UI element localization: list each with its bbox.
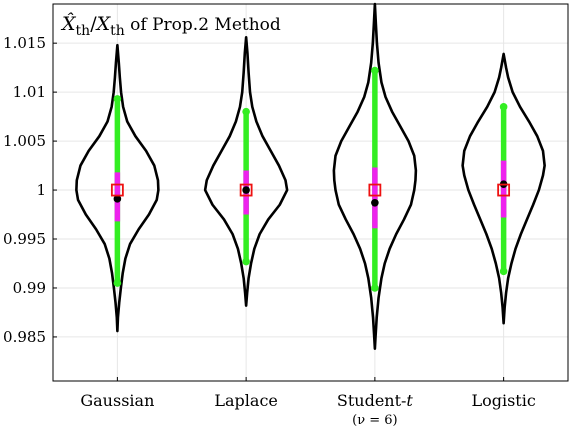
- category-label-2: Student-t: [337, 391, 414, 410]
- mean-marker: [371, 198, 379, 207]
- y-tick-label-6: 1.015: [3, 34, 46, 52]
- whisker-end-low: [113, 279, 122, 287]
- category-label-1: Laplace: [214, 391, 278, 410]
- violin-outline: [461, 52, 546, 325]
- y-tick-label-4: 1.005: [3, 132, 46, 150]
- whisker-end-high: [242, 107, 250, 116]
- violin-group-1: [203, 35, 289, 307]
- label-layer: Gaussian Laplace Student-t (ν = 6) Logistic: [80, 391, 535, 428]
- whisker-end-high: [499, 103, 508, 111]
- category-sublabel-2: (ν = 6): [352, 413, 397, 428]
- median-marker: [110, 183, 124, 197]
- violin-outline: [75, 43, 160, 333]
- violin-layer: [75, 2, 546, 350]
- y-tick-label-0: 0.985: [3, 328, 46, 346]
- violin-group-3: [461, 52, 546, 325]
- violin-group-0: [75, 43, 160, 333]
- category-label-0: Gaussian: [80, 391, 154, 410]
- mean-marker: [242, 186, 250, 194]
- title-layer: X̂th/Xth of Prop.2 Method: [60, 13, 281, 39]
- whisker-end-low: [499, 267, 508, 276]
- median-marker: [497, 183, 511, 197]
- mean-marker: [113, 195, 122, 203]
- y-tick-label-2: 0.995: [3, 230, 46, 248]
- median-marker: [239, 183, 253, 197]
- y-tick-label-5: 1.01: [13, 83, 46, 101]
- axes-frame: [52, 3, 569, 382]
- y-tick-label-1: 0.99: [13, 279, 46, 297]
- whisker-end-low: [242, 257, 250, 266]
- whisker-end-low: [371, 284, 379, 292]
- median-marker: [368, 183, 382, 197]
- axes-frame-layer: [52, 3, 569, 382]
- y-tick-label-3: 1: [36, 181, 46, 199]
- category-label-3: Logistic: [471, 391, 535, 410]
- tick-layer: 0.985 0.99 0.995 1 1.005 1.01 1.015: [3, 34, 505, 381]
- violin-outline: [203, 35, 289, 307]
- whisker-end-high: [113, 95, 122, 103]
- whisker-end-high: [371, 66, 379, 75]
- chart-title: X̂th/Xth of Prop.2 Method: [60, 13, 281, 39]
